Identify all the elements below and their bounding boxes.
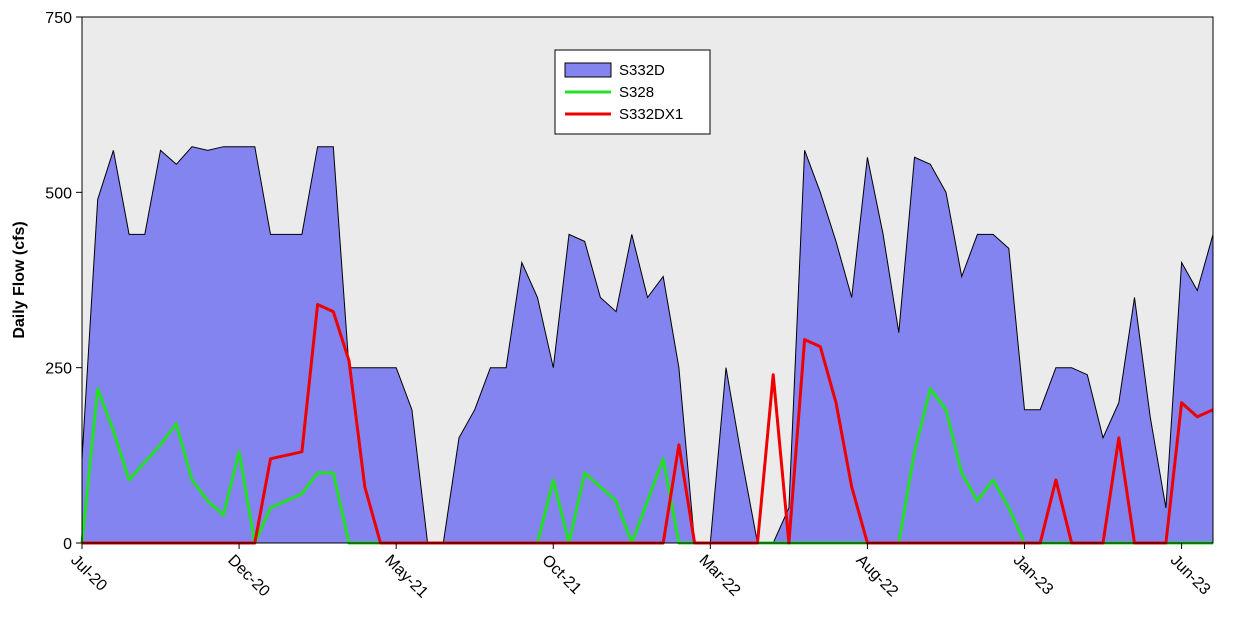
x-tick-label: Dec-20 xyxy=(224,552,273,601)
plot-frame xyxy=(81,16,1214,544)
y-tick-label: 250 xyxy=(45,361,72,378)
x-tick-label: Aug-22 xyxy=(853,552,902,601)
legend-label: S332DX1 xyxy=(619,106,683,123)
legend-label: S328 xyxy=(619,84,654,101)
area xyxy=(81,146,1214,544)
x-tick-label: May-21 xyxy=(381,552,431,602)
y-tick-label: 500 xyxy=(45,185,72,202)
x-tick-label: Jun-23 xyxy=(1167,552,1214,599)
y-tick-label: 0 xyxy=(63,536,72,553)
legend-swatch xyxy=(564,62,612,78)
y-tick-label: 750 xyxy=(45,10,72,27)
x-tick-label: Jul-20 xyxy=(67,552,110,595)
y-axis-label: Daily Flow (cfs) xyxy=(11,221,28,338)
x-tick-label: Mar-22 xyxy=(696,552,744,600)
legend-label: S332D xyxy=(619,62,665,79)
x-tick-label: Jan-23 xyxy=(1010,552,1057,599)
x-tick-label: Oct-21 xyxy=(538,552,584,598)
